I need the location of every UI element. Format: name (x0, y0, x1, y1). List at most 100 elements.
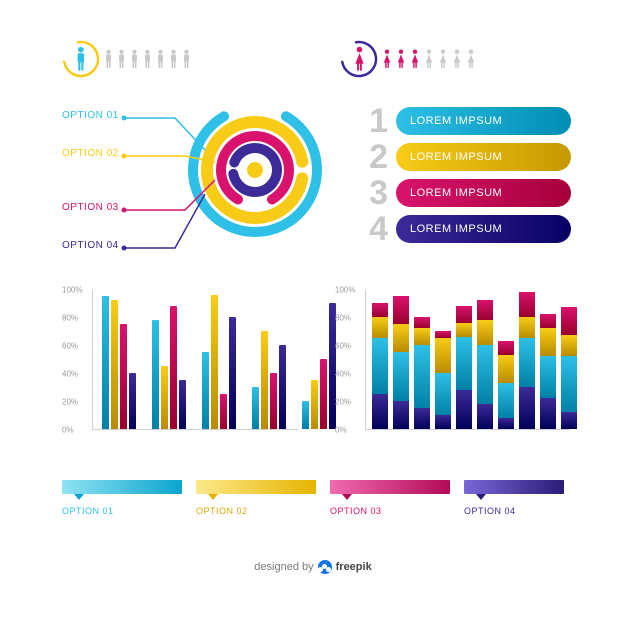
bar (229, 317, 236, 429)
stack-segment (456, 390, 472, 429)
bar (179, 380, 186, 429)
stack-segment (372, 394, 388, 429)
bar (170, 306, 177, 429)
radial-option-label: OPTION 03 (62, 202, 119, 213)
radial-option-label: OPTION 01 (62, 110, 119, 121)
y-axis-tick: 60% (62, 342, 78, 351)
stack-segment (477, 404, 493, 429)
stack-segment (393, 296, 409, 324)
pill-number: 4 (358, 212, 388, 246)
pill-number: 3 (358, 176, 388, 210)
bar (252, 387, 259, 429)
stacked-column (456, 306, 472, 429)
bar (211, 295, 218, 429)
strip-label: OPTION 03 (330, 506, 382, 516)
bar-group (301, 303, 337, 429)
stack-segment (519, 387, 535, 429)
chart-plot-area (92, 290, 297, 430)
bar (279, 345, 286, 429)
stack-segment (498, 355, 514, 383)
strip-tail-icon (74, 494, 84, 500)
strip-tail-icon (476, 494, 486, 500)
y-axis-tick: 80% (62, 314, 78, 323)
bar (152, 320, 159, 429)
stacked-column (393, 296, 409, 429)
bar (302, 401, 309, 429)
gradient-strip (196, 480, 316, 494)
stacked-column (372, 303, 388, 429)
stack-segment (414, 345, 430, 408)
stack-segment (393, 352, 409, 401)
stack-segment (519, 338, 535, 387)
bar (129, 373, 136, 429)
stack-segment (456, 323, 472, 337)
freepik-logo-icon (318, 560, 332, 574)
stacked-column (540, 314, 556, 429)
stack-segment (372, 303, 388, 317)
stack-segment (393, 401, 409, 429)
pill-list-item: 2 LOREM IMPSUM (358, 140, 571, 174)
stack-segment (372, 317, 388, 338)
y-axis-tick: 20% (62, 398, 78, 407)
stack-segment (519, 292, 535, 317)
stack-segment (498, 341, 514, 355)
pill-label: LOREM IMPSUM (396, 179, 571, 207)
stack-segment (477, 345, 493, 404)
pill-list-item: 4 LOREM IMPSUM (358, 212, 571, 246)
bar (261, 331, 268, 429)
bar (102, 296, 109, 429)
strip-label: OPTION 04 (464, 506, 516, 516)
bar (120, 324, 127, 429)
bar (311, 380, 318, 429)
y-axis-tick: 100% (335, 286, 355, 295)
stacked-column (519, 292, 535, 429)
stack-segment (372, 338, 388, 394)
stacked-bar-chart: 0%20%40%60%80%100% (335, 290, 570, 440)
bar (161, 366, 168, 429)
stack-segment (561, 412, 577, 429)
stack-segment (435, 338, 451, 373)
radial-option-label: OPTION 04 (62, 240, 119, 251)
stack-segment (456, 306, 472, 323)
attribution: designed by freepik (0, 560, 626, 574)
strip-label: OPTION 02 (196, 506, 248, 516)
y-axis-tick: 60% (335, 342, 351, 351)
strip-tail-icon (208, 494, 218, 500)
stack-segment (561, 307, 577, 335)
strip-tail-icon (342, 494, 352, 500)
stacked-column (498, 341, 514, 429)
pill-list-item: 1 LOREM IMPSUM (358, 104, 571, 138)
bar-group (251, 331, 287, 429)
stacked-column (561, 307, 577, 429)
bar (111, 300, 118, 429)
y-axis-tick: 20% (335, 398, 351, 407)
bar-group (201, 295, 237, 429)
grouped-bar-chart: 0%20%40%60%80%100% (62, 290, 297, 440)
pill-list-item: 3 LOREM IMPSUM (358, 176, 571, 210)
stack-segment (540, 398, 556, 429)
stack-segment (540, 356, 556, 398)
stack-segment (414, 408, 430, 429)
chart-plot-area (365, 290, 570, 430)
stack-segment (561, 356, 577, 412)
bar (220, 394, 227, 429)
bar-group (101, 296, 137, 429)
bar-group (151, 306, 187, 429)
y-axis-tick: 0% (335, 426, 347, 435)
stack-segment (498, 418, 514, 429)
stack-segment (414, 317, 430, 328)
stack-segment (435, 415, 451, 429)
stack-segment (477, 300, 493, 320)
pill-label: LOREM IMPSUM (396, 143, 571, 171)
pill-number: 2 (358, 140, 388, 174)
stack-segment (477, 320, 493, 345)
pill-label: LOREM IMPSUM (396, 215, 571, 243)
stacked-column (435, 331, 451, 429)
stack-segment (561, 335, 577, 356)
stack-segment (414, 328, 430, 345)
radial-option-label: OPTION 02 (62, 148, 119, 159)
pill-number: 1 (358, 104, 388, 138)
bar (270, 373, 277, 429)
stack-segment (519, 317, 535, 338)
stack-segment (540, 328, 556, 356)
